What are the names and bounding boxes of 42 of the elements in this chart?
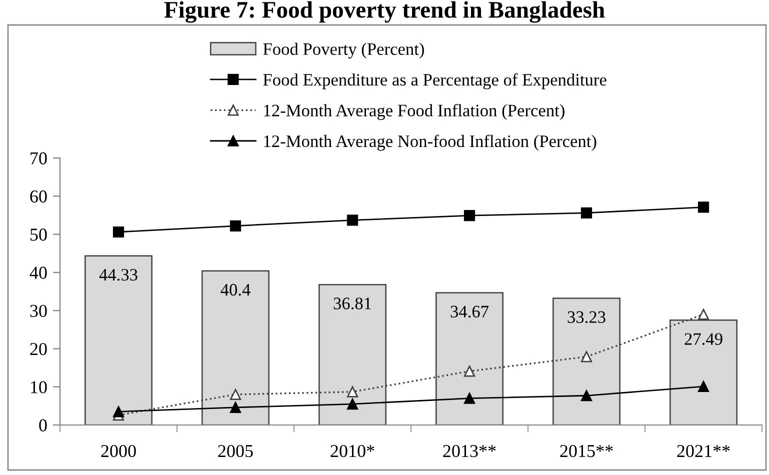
y-tick-label: 10	[31, 381, 47, 394]
data-label: 27.49	[684, 333, 722, 345]
x-tick-label: 2021**	[677, 444, 730, 458]
legend-label: Food Poverty (Percent)	[263, 42, 424, 59]
chart-title: Figure 7: Food poverty trend in Bangladesh	[164, 1, 605, 23]
point	[580, 207, 592, 218]
data-label: 40.4	[220, 284, 250, 296]
x-tick-label: 2015**	[560, 444, 613, 458]
point	[230, 388, 242, 400]
legend-label: Food Expenditure as a Percentage of Expenditure	[263, 73, 606, 90]
legend-label: 12-Month Average Food Inflation (Percent)	[264, 104, 564, 120]
x-tick-label: 2005	[218, 444, 253, 458]
point	[698, 202, 710, 213]
y-tick-label: 20	[30, 342, 47, 356]
y-tick-label: 70	[30, 152, 47, 164]
point	[580, 390, 592, 402]
point	[346, 214, 358, 226]
y-tick-label: 60	[30, 190, 47, 203]
point	[230, 402, 242, 414]
point	[464, 392, 476, 404]
point	[112, 406, 124, 418]
x-tick-label: 2013**	[443, 444, 496, 458]
point	[698, 308, 710, 320]
y-tick-label: 30	[30, 304, 47, 318]
data-label: 33.23	[568, 311, 606, 324]
point	[346, 386, 358, 398]
point	[230, 220, 242, 232]
point	[464, 210, 476, 222]
y-tick-label: 50	[30, 228, 47, 241]
point	[580, 351, 592, 362]
point	[698, 380, 710, 392]
point	[464, 366, 476, 377]
y-tick-label: 40	[30, 266, 47, 279]
x-tick-label: 2000	[101, 444, 136, 458]
data-label: 44.33	[99, 268, 138, 281]
point	[346, 398, 358, 410]
point	[112, 226, 124, 238]
legend-label: 12-Month Average Non-food Inflation (Percent)	[264, 134, 596, 151]
data-label: 34.67	[450, 306, 489, 318]
y-tick-label: 0	[39, 419, 47, 432]
data-label: 36.81	[334, 298, 371, 310]
x-tick-label: 2010*	[330, 444, 374, 458]
